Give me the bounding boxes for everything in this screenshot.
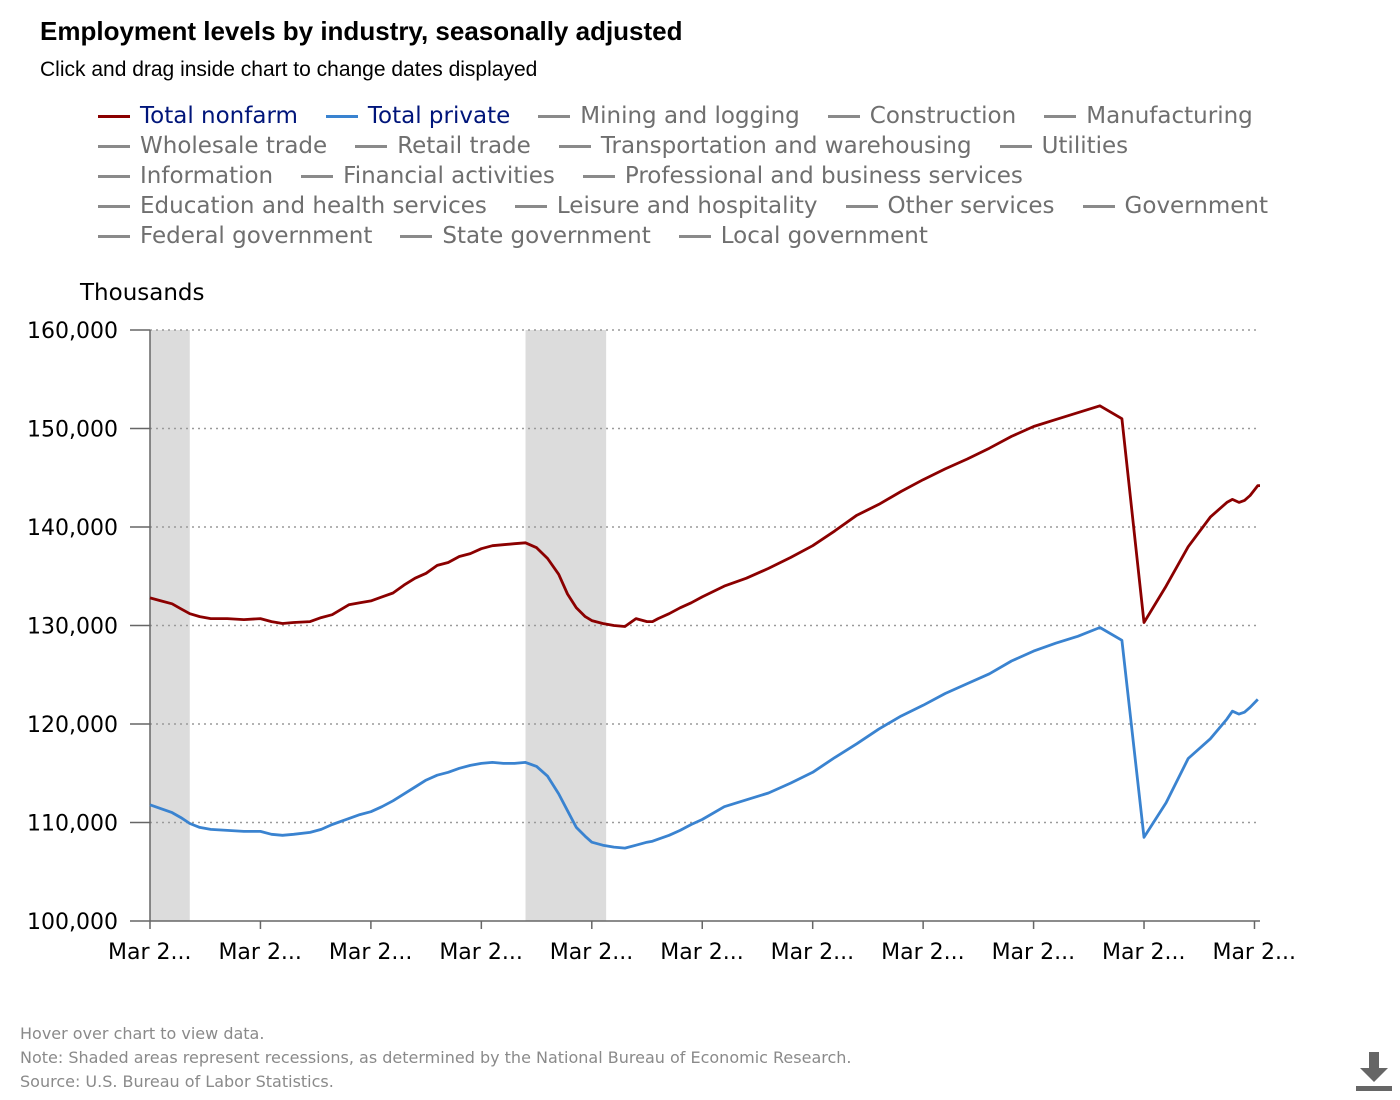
legend-swatch: [400, 234, 433, 238]
legend-swatch: [538, 114, 571, 118]
legend-swatch: [1082, 204, 1115, 208]
legend-label: Manufacturing: [1086, 103, 1253, 129]
legend-item-wholesale-trade[interactable]: Wholesale trade: [98, 133, 327, 159]
legend-swatch: [514, 204, 547, 208]
legend-row: Wholesale trade Retail trade Transportatio…: [98, 131, 1358, 161]
recession-note: Note: Shaded areas represent recessions,…: [20, 1048, 852, 1067]
x-tick-label: Mar 2...: [660, 940, 743, 965]
series-line-total-nonfarm[interactable]: [149, 404, 1260, 628]
legend-item-utilities[interactable]: Utilities: [999, 133, 1129, 159]
legend-swatch: [558, 144, 591, 148]
y-tick-label: 160,000: [27, 319, 118, 344]
chart-title: Employment levels by industry, seasonall…: [40, 16, 683, 46]
x-tick-label: Mar 2...: [1212, 940, 1295, 965]
legend-row: Federal government State government Local …: [98, 221, 1358, 251]
legend-swatch: [845, 204, 878, 208]
x-tick-label: Mar 2...: [108, 940, 191, 965]
legend-swatch: [582, 174, 615, 178]
legend-label: Government: [1124, 193, 1268, 219]
legend-item-total-nonfarm[interactable]: Total nonfarm: [98, 103, 298, 129]
legend-item-information[interactable]: Information: [98, 163, 273, 189]
download-icon: [1356, 1052, 1392, 1091]
tick-labels: Thousands 100,000 110,000 120,000 130,000 140…: [27, 280, 1296, 965]
y-tick-label: 110,000: [27, 812, 118, 837]
legend-item-federal-government[interactable]: Federal government: [98, 223, 372, 249]
legend-label: State government: [442, 223, 651, 249]
legend-item-government[interactable]: Government: [1082, 193, 1268, 219]
legend-row: Information Financial activities Professio…: [98, 161, 1358, 191]
legend-label: Total nonfarm: [140, 103, 298, 129]
legend-label: Retail trade: [397, 133, 531, 159]
legend-item-mining-and-logging[interactable]: Mining and logging: [538, 103, 800, 129]
grid-lines: [150, 329, 1260, 824]
legend-swatch: [999, 144, 1032, 148]
legend-swatch: [98, 234, 130, 238]
x-tick-label: Mar 2...: [881, 940, 964, 965]
legend-label: Information: [140, 163, 274, 189]
legend-item-transportation-and-warehousing[interactable]: Transportation and warehousing: [558, 133, 972, 159]
x-tick-label: Mar 2...: [1102, 940, 1185, 965]
legend-item-retail-trade[interactable]: Retail trade: [355, 133, 531, 159]
legend-item-education-and-health-services[interactable]: Education and health services: [98, 193, 487, 219]
legend-label: Transportation and warehousing: [600, 133, 972, 159]
legend-item-state-government[interactable]: State government: [400, 223, 651, 249]
legend-swatch: [1044, 114, 1077, 118]
legend-item-other-services[interactable]: Other services: [845, 193, 1055, 219]
legend-row: Total nonfarm Total private Mining and log…: [98, 101, 1358, 131]
legend-label: Leisure and hospitality: [556, 193, 818, 219]
x-tick-label: Mar 2...: [992, 940, 1075, 965]
legend-row: Education and health services Leisure and…: [98, 191, 1358, 221]
legend-label: Construction: [869, 103, 1017, 129]
legend-swatch: [355, 144, 388, 148]
legend-label: Mining and logging: [580, 103, 800, 129]
y-tick-label: 150,000: [27, 418, 118, 443]
x-tick-label: Mar 2...: [218, 940, 301, 965]
legend-label: Federal government: [140, 223, 373, 249]
line-chart[interactable]: Thousands 100,000 110,000 120,000 130,000 140…: [0, 270, 1400, 990]
legend-swatch: [98, 144, 130, 148]
series-lines: [149, 404, 1260, 850]
y-tick-label: 140,000: [27, 516, 118, 541]
legend-swatch: [98, 114, 130, 118]
y-tick-label: 120,000: [27, 713, 118, 738]
x-tick-label: Mar 2...: [771, 940, 854, 965]
legend-swatch: [98, 174, 130, 178]
x-tick-label: Mar 2...: [329, 940, 412, 965]
legend-label: Utilities: [1041, 133, 1129, 159]
download-button[interactable]: [1352, 1050, 1396, 1094]
legend-label: Education and health services: [140, 193, 487, 219]
legend: Total nonfarm Total private Mining and log…: [98, 101, 1358, 251]
legend-swatch: [678, 234, 711, 238]
legend-item-total-private[interactable]: Total private: [325, 103, 511, 129]
legend-item-local-government[interactable]: Local government: [678, 223, 928, 249]
x-tick-label: Mar 2...: [550, 940, 633, 965]
legend-item-leisure-and-hospitality[interactable]: Leisure and hospitality: [514, 193, 818, 219]
legend-label: Other services: [887, 193, 1055, 219]
footnotes: Hover over chart to view data. Note: Sha…: [20, 1022, 852, 1094]
series-line-total-private[interactable]: [149, 626, 1259, 850]
y-tick-label: 130,000: [27, 615, 118, 640]
source-note: Source: U.S. Bureau of Labor Statistics.: [20, 1072, 334, 1091]
legend-swatch: [301, 174, 334, 178]
legend-label: Total private: [367, 103, 511, 129]
x-tick-label: Mar 2...: [439, 940, 522, 965]
legend-swatch: [98, 204, 130, 208]
legend-label: Financial activities: [343, 163, 555, 189]
legend-label: Local government: [720, 223, 928, 249]
legend-swatch: [827, 114, 860, 118]
legend-label: Professional and business services: [624, 163, 1023, 189]
y-axis-label: Thousands: [79, 280, 205, 306]
chart-subtitle: Click and drag inside chart to change da…: [40, 58, 538, 81]
hover-hint: Hover over chart to view data.: [20, 1024, 265, 1043]
legend-swatch: [325, 114, 358, 118]
y-tick-label: 100,000: [27, 910, 118, 935]
legend-label: Wholesale trade: [140, 133, 328, 159]
legend-item-financial-activities[interactable]: Financial activities: [301, 163, 555, 189]
axes: [130, 329, 1260, 929]
legend-item-manufacturing[interactable]: Manufacturing: [1044, 103, 1253, 129]
legend-item-construction[interactable]: Construction: [827, 103, 1017, 129]
legend-item-professional-and-business-services[interactable]: Professional and business services: [582, 163, 1023, 189]
